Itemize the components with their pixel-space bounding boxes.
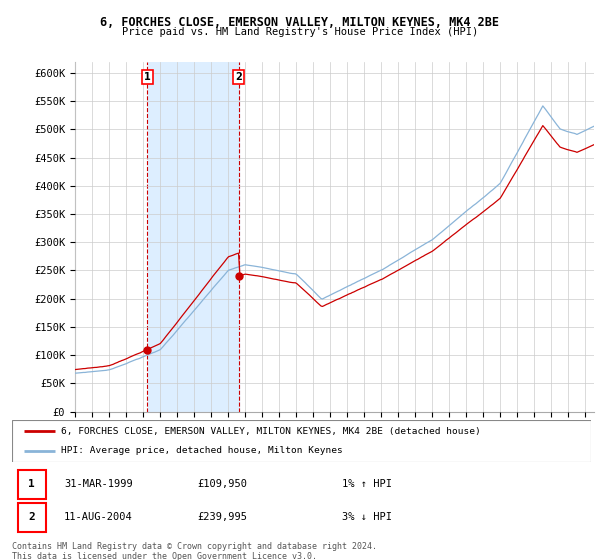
Text: 1% ↑ HPI: 1% ↑ HPI (342, 479, 392, 489)
Text: £109,950: £109,950 (197, 479, 247, 489)
Text: 31-MAR-1999: 31-MAR-1999 (64, 479, 133, 489)
Text: 3% ↓ HPI: 3% ↓ HPI (342, 512, 392, 522)
Text: 2: 2 (235, 72, 242, 82)
Text: £239,995: £239,995 (197, 512, 247, 522)
Text: 2: 2 (28, 512, 35, 522)
Text: Price paid vs. HM Land Registry's House Price Index (HPI): Price paid vs. HM Land Registry's House … (122, 27, 478, 37)
FancyBboxPatch shape (18, 470, 46, 499)
Text: HPI: Average price, detached house, Milton Keynes: HPI: Average price, detached house, Milt… (61, 446, 343, 455)
FancyBboxPatch shape (12, 420, 591, 462)
Text: 11-AUG-2004: 11-AUG-2004 (64, 512, 133, 522)
Text: 1: 1 (28, 479, 35, 489)
Text: Contains HM Land Registry data © Crown copyright and database right 2024.
This d: Contains HM Land Registry data © Crown c… (12, 542, 377, 560)
FancyBboxPatch shape (18, 503, 46, 532)
Text: 6, FORCHES CLOSE, EMERSON VALLEY, MILTON KEYNES, MK4 2BE: 6, FORCHES CLOSE, EMERSON VALLEY, MILTON… (101, 16, 499, 29)
Text: 6, FORCHES CLOSE, EMERSON VALLEY, MILTON KEYNES, MK4 2BE (detached house): 6, FORCHES CLOSE, EMERSON VALLEY, MILTON… (61, 427, 481, 436)
Text: 1: 1 (144, 72, 151, 82)
